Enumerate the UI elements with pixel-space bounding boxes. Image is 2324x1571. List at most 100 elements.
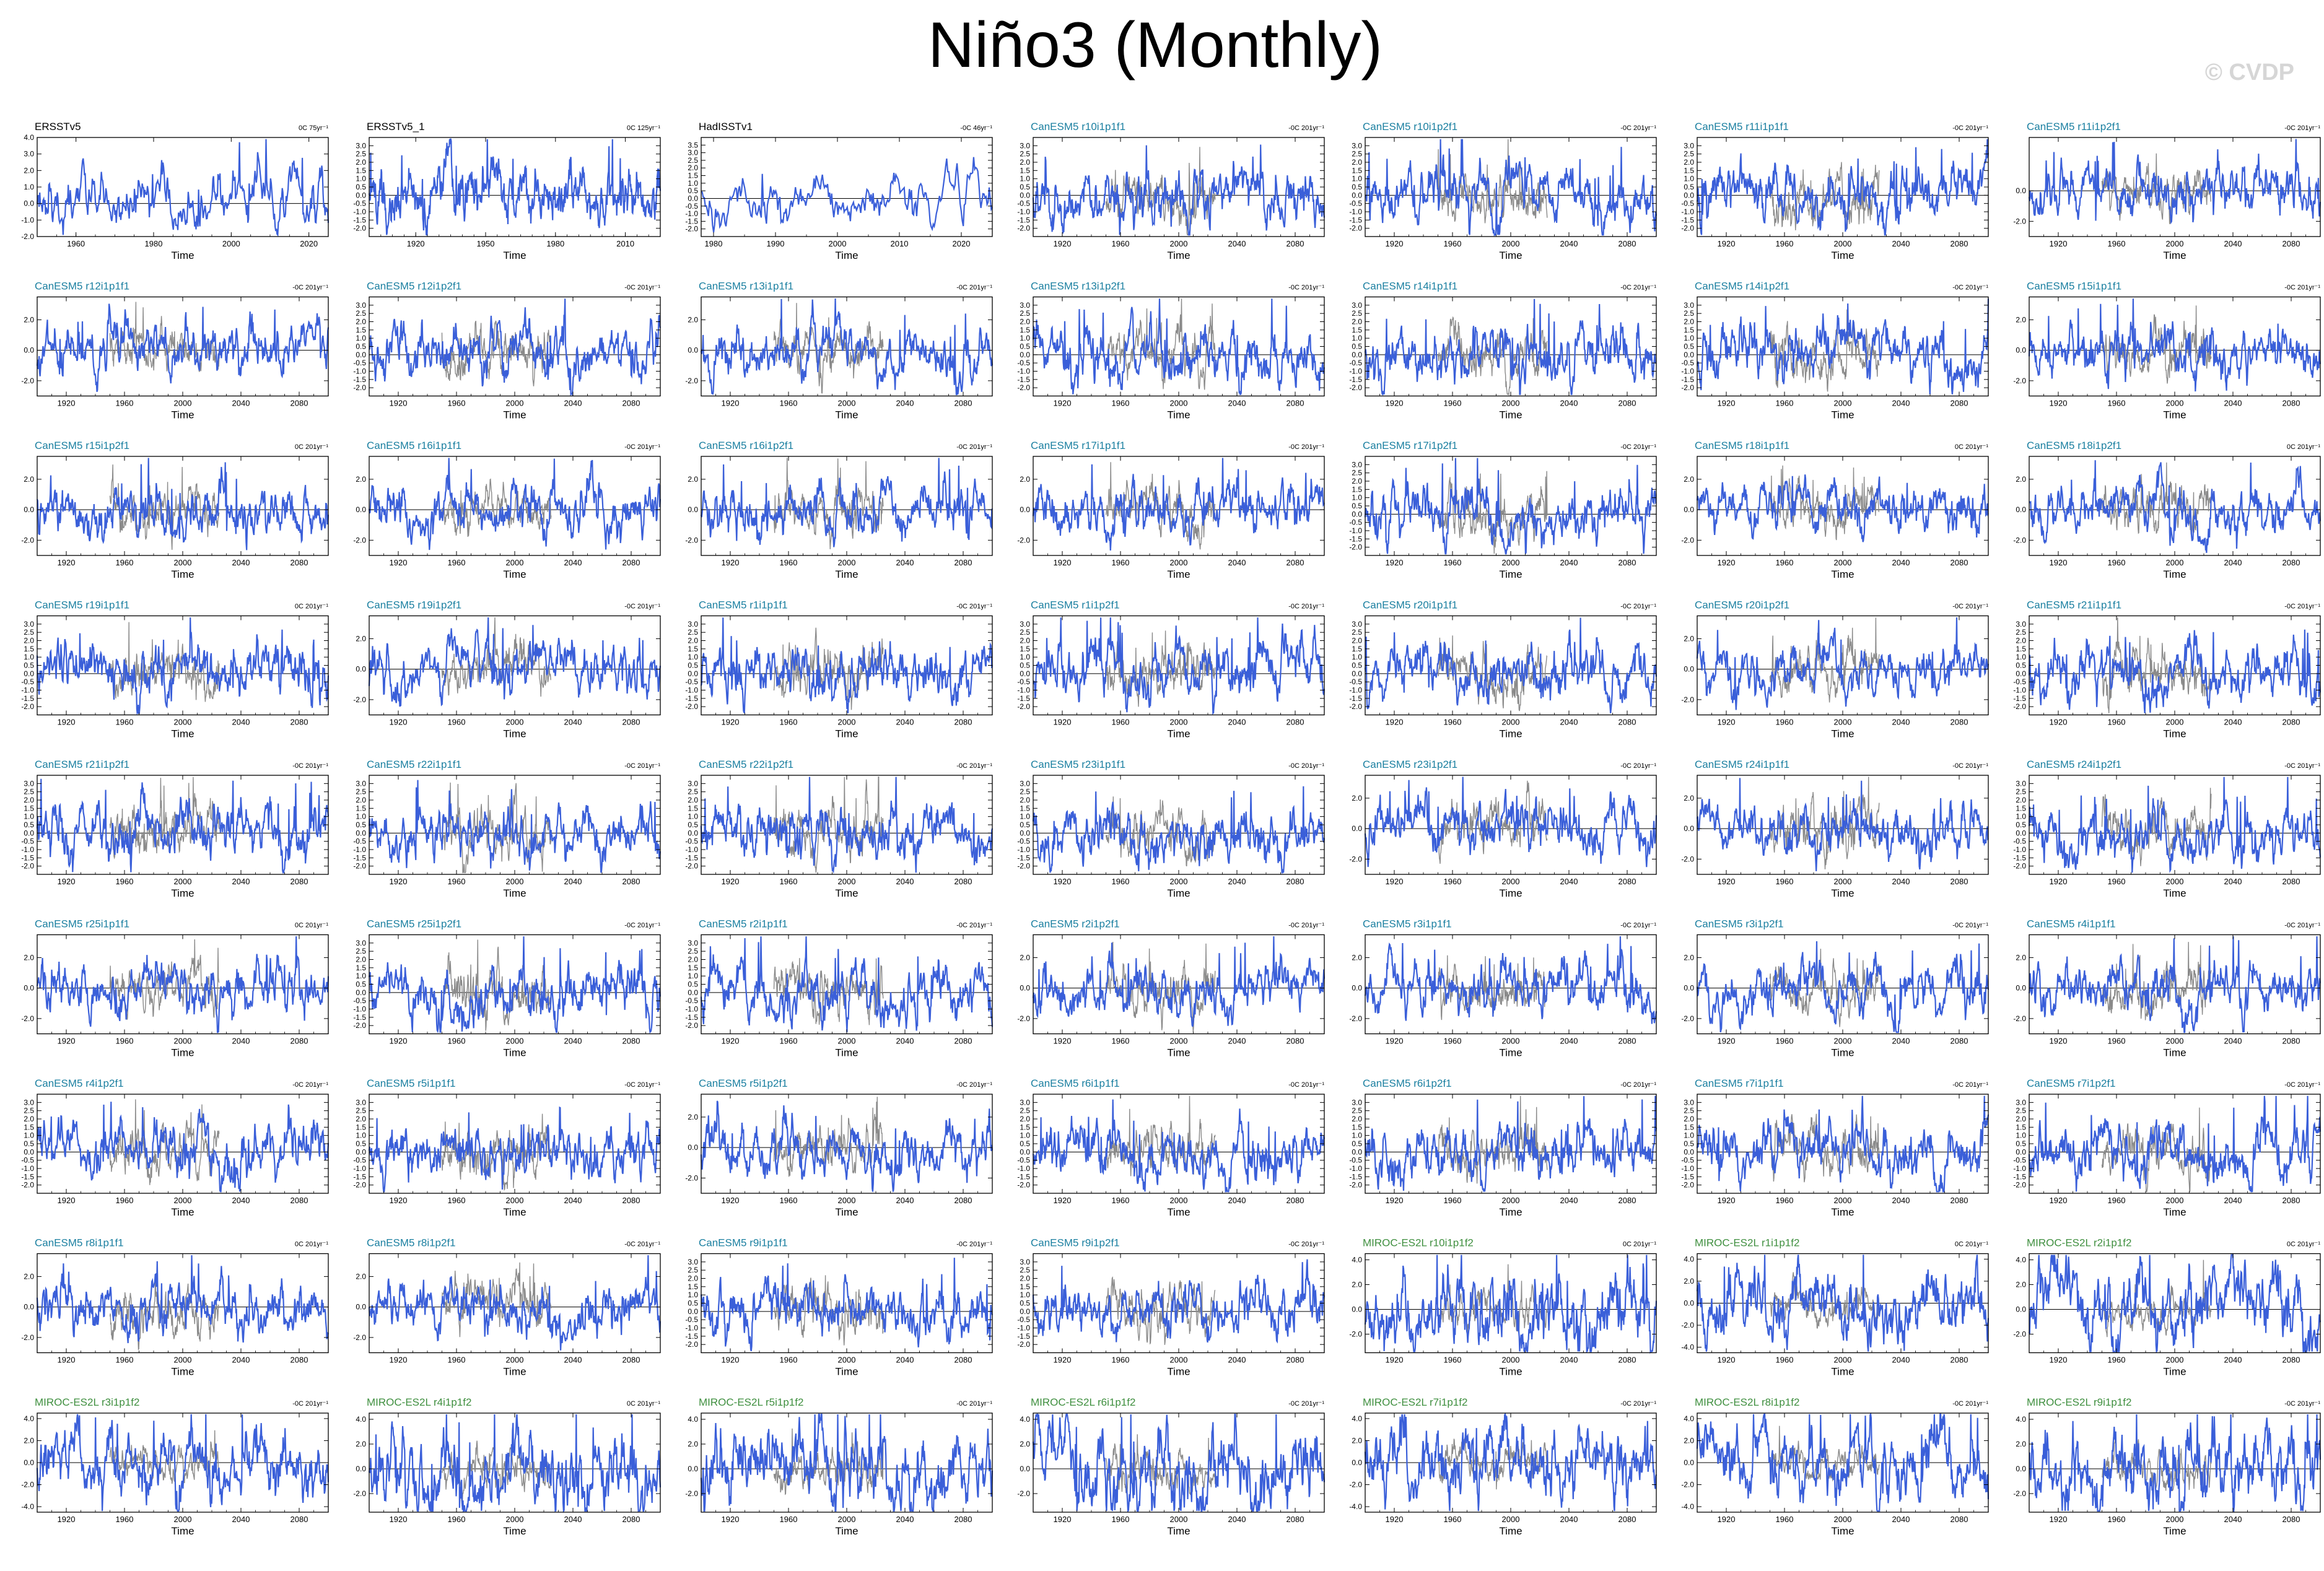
panel-label: MIROC-ES2L r7i1p1f2 xyxy=(1363,1396,1467,1408)
y-tick-label: 3.0 xyxy=(1020,141,1030,150)
y-tick-label: 2.0 xyxy=(688,1440,698,1448)
x-axis-title: Time xyxy=(1167,1047,1190,1059)
y-tick-label: 3.0 xyxy=(1020,779,1030,788)
series-line xyxy=(700,617,994,715)
y-tick-label: -2.0 xyxy=(353,224,366,233)
obs-overlay-line xyxy=(1105,1434,1216,1495)
chart-panel: MIROC-ES2L r7i1p1f2 -0C 201yr⁻¹ -4.0 -2.0 0.… xyxy=(1349,1396,1658,1537)
x-tick-label: 1920 xyxy=(390,1037,408,1046)
y-tick-label: -1.5 xyxy=(1681,215,1694,224)
panel-label: CanESM5 r21i1p2f1 xyxy=(35,759,129,770)
x-axis-title: Time xyxy=(2163,728,2186,740)
x-tick-label: 2000 xyxy=(1170,1037,1188,1046)
x-tick-label: 2040 xyxy=(232,718,250,727)
y-tick-label: 1.0 xyxy=(1020,653,1030,661)
y-tick-label: -0.5 xyxy=(1681,1156,1694,1165)
y-tick-label: 1.5 xyxy=(2016,1123,2026,1131)
series-line xyxy=(1364,936,1658,1024)
trend-label: -0C 201yr⁻¹ xyxy=(1620,284,1656,292)
x-tick-label: 2000 xyxy=(1170,239,1188,248)
chart-panel: CanESM5 r24i1p2f1 -0C 201yr⁻¹ -2.0-1.5-1.0… xyxy=(2013,759,2322,899)
y-tick-label: 1.5 xyxy=(1352,1123,1362,1131)
panel-label: ERSSTv5 xyxy=(35,121,81,133)
panel-label: CanESM5 r20i1p1f1 xyxy=(1363,599,1457,611)
chart-panel: CanESM5 r3i1p1f1 -0C 201yr⁻¹ -2.0 0.0 2.0 192… xyxy=(1349,918,1658,1059)
trend-label: -0C 201yr⁻¹ xyxy=(292,762,328,770)
x-tick-label: 1960 xyxy=(780,1356,798,1365)
chart-panel: CanESM5 r1i1p2f1 -0C 201yr⁻¹ -2.0-1.5-1.0-… xyxy=(1017,599,1326,740)
y-tick-label: -2.0 xyxy=(1349,1014,1362,1023)
x-tick-label: 1920 xyxy=(1054,877,1072,886)
x-tick-label: 2080 xyxy=(290,1196,308,1205)
x-tick-label: 2080 xyxy=(954,877,972,886)
x-axis-title: Time xyxy=(1831,728,1854,740)
y-tick-label: 1.5 xyxy=(2016,645,2026,653)
y-tick-label: -1.0 xyxy=(685,209,698,218)
y-tick-label: -0.5 xyxy=(21,677,34,686)
y-tick-label: 0.0 xyxy=(24,1147,34,1156)
y-tick-label: 2.5 xyxy=(2016,1107,2026,1115)
panel-label: CanESM5 r8i1p1f1 xyxy=(35,1237,124,1249)
x-tick-label: 1920 xyxy=(1718,1515,1736,1524)
y-tick-label: -1.5 xyxy=(1017,694,1030,703)
x-axis-title: Time xyxy=(171,1525,194,1537)
x-tick-label: 2000 xyxy=(1502,1515,1520,1524)
y-tick-label: 2.0 xyxy=(1352,477,1362,485)
obs-overlay-line xyxy=(2101,1260,2212,1338)
trend-label: -0C 201yr⁻¹ xyxy=(1288,922,1324,929)
y-tick-label: 1.5 xyxy=(688,804,698,812)
y-tick-label: 2.5 xyxy=(1352,628,1362,637)
x-tick-label: 2080 xyxy=(954,558,972,567)
chart-panel: CanESM5 r8i1p1f1 0C 201yr⁻¹ -2.0 0.0 2.0 1920… xyxy=(21,1237,330,1378)
y-tick-label: 1.5 xyxy=(356,1123,366,1131)
x-axis-title: Time xyxy=(2163,250,2186,261)
trend-label: -0C 201yr⁻¹ xyxy=(1288,443,1324,451)
x-tick-label: 1920 xyxy=(1054,1037,1072,1046)
x-tick-label: 1960 xyxy=(1776,718,1794,727)
x-tick-label: 1960 xyxy=(2108,399,2126,408)
panel-label: CanESM5 r13i1p2f1 xyxy=(1031,281,1125,292)
y-tick-label: 1.5 xyxy=(1684,326,1694,334)
y-tick-label: -1.0 xyxy=(353,845,366,854)
series-line xyxy=(1696,1412,1990,1512)
y-tick-label: 1.0 xyxy=(356,175,366,183)
x-tick-label: 2040 xyxy=(896,718,914,727)
y-tick-label: 2.5 xyxy=(1020,309,1030,318)
y-tick-label: 0.0 xyxy=(1684,665,1694,674)
x-tick-label: 2040 xyxy=(1228,718,1246,727)
x-tick-label: 2040 xyxy=(564,558,582,567)
chart-panel: CanESM5 r2i1p1f1 -0C 201yr⁻¹ -2.0-1.5-1.0-… xyxy=(685,918,994,1059)
x-tick-label: 2000 xyxy=(174,399,192,408)
y-tick-label: 3.0 xyxy=(356,1098,366,1107)
y-tick-label: 0.5 xyxy=(2016,1139,2026,1148)
x-axis-title: Time xyxy=(1831,887,1854,899)
panel-label: CanESM5 r24i1p2f1 xyxy=(2027,759,2121,770)
y-tick-label: 0.0 xyxy=(24,829,34,837)
y-tick-label: 2.0 xyxy=(1352,794,1362,803)
chart-panel: CanESM5 r13i1p2f1 -0C 201yr⁻¹ -2.0-1.5-1.0… xyxy=(1017,281,1326,421)
x-axis-title: Time xyxy=(1831,1206,1854,1218)
y-tick-label: 0.0 xyxy=(688,346,698,355)
x-tick-label: 2040 xyxy=(232,558,250,567)
chart-panel: CanESM5 r23i1p1f1 -0C 201yr⁻¹ -2.0-1.5-1.0… xyxy=(1017,759,1326,899)
y-tick-label: 0.5 xyxy=(688,980,698,989)
y-tick-label: 0.0 xyxy=(688,988,698,997)
x-axis-title: Time xyxy=(171,1366,194,1378)
x-tick-label: 2080 xyxy=(2282,399,2300,408)
x-tick-label: 2080 xyxy=(954,1196,972,1205)
panel-label: CanESM5 r15i1p2f1 xyxy=(35,440,129,451)
x-tick-label: 2040 xyxy=(2224,558,2242,567)
x-tick-label: 1920 xyxy=(722,1037,740,1046)
x-tick-label: 2000 xyxy=(1502,239,1520,248)
trend-label: -0C 201yr⁻¹ xyxy=(1952,922,1988,929)
y-tick-label: -1.0 xyxy=(353,207,366,216)
y-tick-label: 2.0 xyxy=(24,166,34,175)
x-tick-label: 2080 xyxy=(290,558,308,567)
x-tick-label: 1960 xyxy=(1112,1515,1130,1524)
y-tick-label: 0.0 xyxy=(1020,1307,1030,1316)
x-tick-label: 1960 xyxy=(448,1515,466,1524)
x-axis-title: Time xyxy=(1499,568,1522,580)
panel-label: CanESM5 r2i1p1f1 xyxy=(699,918,788,930)
y-tick-label: -2.0 xyxy=(1349,543,1362,552)
x-tick-label: 2000 xyxy=(174,1037,192,1046)
